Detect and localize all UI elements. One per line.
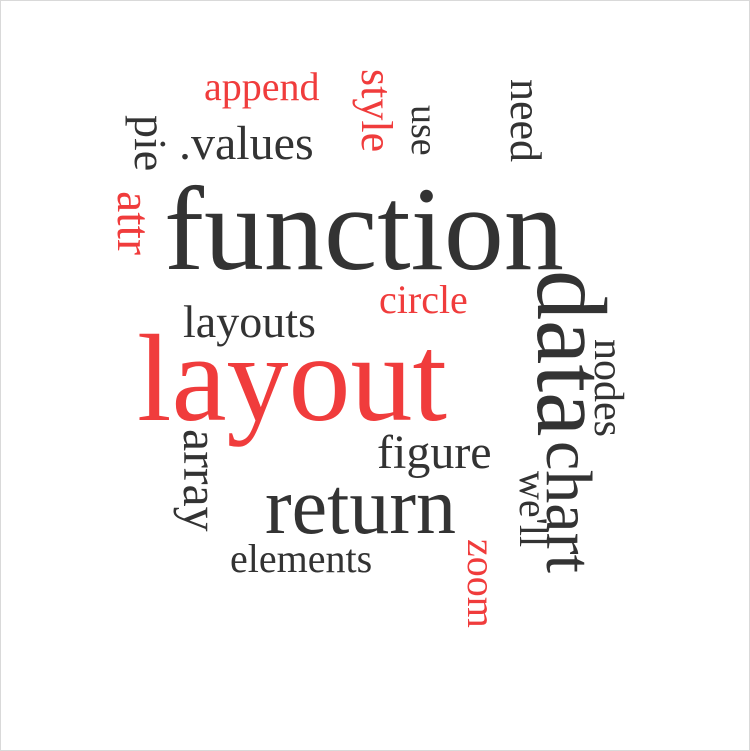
word-pie: pie [125,115,176,172]
word-elements: elements [230,536,373,581]
word-well: we'll [511,471,556,548]
word-layout: layout [137,310,447,447]
word-style: style [352,69,401,153]
word-attr: attr [107,191,160,255]
word-layouts: layouts [183,296,316,347]
word-data: data [516,270,627,437]
word-return: return [265,463,457,551]
word-array: array [173,429,229,532]
word-function: function [164,162,564,295]
word-zoom: zoom [459,539,504,628]
word-values: .values [179,117,314,170]
word-figure: figure [377,426,492,479]
word-need: need [501,79,550,163]
word-use: use [403,105,445,156]
word-circle: circle [379,277,468,322]
word-append: append [204,64,320,109]
